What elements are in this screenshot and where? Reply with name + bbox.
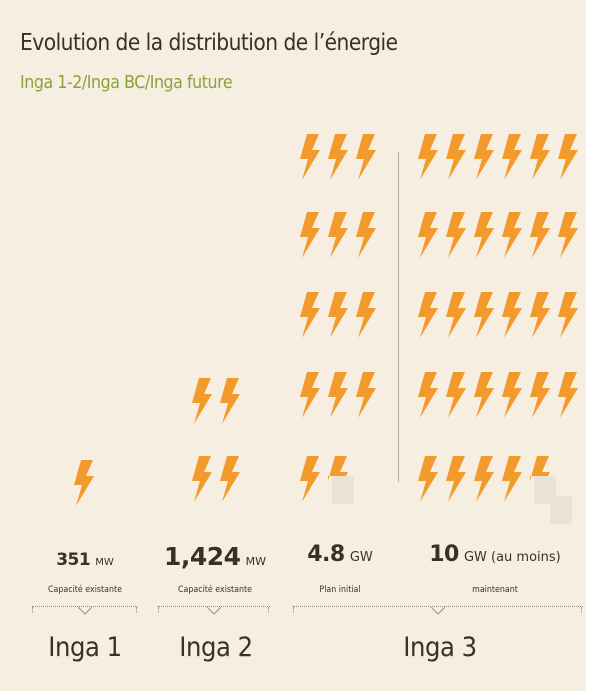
lightning-bolt-icon bbox=[418, 456, 438, 502]
lightning-bolt-icon bbox=[530, 134, 550, 180]
inga1-label: Inga 1 bbox=[48, 632, 122, 663]
lightning-bolt-icon bbox=[474, 134, 494, 180]
lightning-bolt-icon bbox=[418, 372, 438, 418]
lightning-bolt-icon bbox=[418, 134, 438, 180]
inga2-caption: Capacité existante bbox=[177, 585, 253, 595]
lightning-bolt-icon bbox=[474, 372, 494, 418]
lightning-bolt-icon bbox=[192, 456, 212, 502]
lightning-bolt-icon bbox=[418, 212, 438, 258]
lightning-bolt-icon bbox=[446, 292, 466, 338]
lightning-bolt-icon bbox=[474, 456, 494, 502]
inga3-initial-caption: Plan initial bbox=[319, 585, 361, 595]
lightning-bolt-icon bbox=[474, 212, 494, 258]
inga3-bracket bbox=[293, 606, 583, 619]
lightning-bolt-icon bbox=[418, 292, 438, 338]
lightning-bolt-icon bbox=[356, 134, 376, 180]
inga2-value: 1,424 MW bbox=[160, 542, 270, 571]
lightning-bolt-icon bbox=[356, 212, 376, 258]
lightning-bolt-icon bbox=[220, 378, 240, 424]
lightning-bolt-icon bbox=[446, 372, 466, 418]
empty-bolt-slot bbox=[550, 496, 572, 524]
lightning-bolt-icon bbox=[558, 292, 578, 338]
lightning-bolt-icon bbox=[356, 372, 376, 418]
lightning-bolt-icon bbox=[446, 456, 466, 502]
lightning-bolt-icon bbox=[328, 212, 348, 258]
lightning-bolt-icon bbox=[530, 372, 550, 418]
lightning-bolt-icon bbox=[300, 372, 320, 418]
bolt-grid bbox=[74, 134, 578, 524]
lightning-bolt-icon bbox=[530, 292, 550, 338]
inga1-bracket bbox=[32, 606, 138, 619]
lightning-bolt-icon bbox=[74, 460, 94, 506]
lightning-bolt-icon bbox=[300, 456, 320, 502]
lightning-bolt-icon bbox=[220, 456, 240, 502]
page-subtitle: Inga 1-2/Inga BC/Inga future bbox=[20, 72, 233, 93]
lightning-bolt-icon bbox=[558, 212, 578, 258]
lightning-bolt-icon bbox=[356, 292, 376, 338]
lightning-bolt-icon bbox=[474, 292, 494, 338]
inga3-now-caption: maintenant bbox=[472, 585, 518, 595]
lightning-bolt-icon bbox=[530, 212, 550, 258]
lightning-bolt-icon bbox=[502, 134, 522, 180]
inga3-label: Inga 3 bbox=[403, 632, 477, 663]
inga3-now-number: 10 bbox=[429, 542, 459, 567]
inga1-unit: MW bbox=[95, 557, 114, 568]
inga1-caption: Capacité existante bbox=[47, 585, 123, 595]
lightning-bolt-icon bbox=[502, 212, 522, 258]
inga3-now-value: 10 GW (au moins) bbox=[405, 542, 585, 567]
lightning-bolt-icon bbox=[328, 134, 348, 180]
inga2-bracket bbox=[158, 606, 270, 619]
inga2-unit: MW bbox=[245, 555, 267, 568]
inga3-initial-unit: GW bbox=[349, 550, 373, 565]
lightning-bolt-icon bbox=[446, 134, 466, 180]
lightning-bolt-icon bbox=[558, 372, 578, 418]
scenario-divider bbox=[398, 152, 399, 482]
lightning-bolt-icon bbox=[502, 372, 522, 418]
lightning-bolt-icon bbox=[300, 212, 320, 258]
inga2-label: Inga 2 bbox=[179, 632, 253, 663]
lightning-bolt-icon bbox=[328, 292, 348, 338]
inga1-number: 351 bbox=[56, 550, 91, 570]
lightning-bolt-icon bbox=[192, 378, 212, 424]
lightning-bolt-icon bbox=[446, 212, 466, 258]
inga3-now-unit: GW (au moins) bbox=[463, 550, 561, 565]
lightning-bolt-icon bbox=[558, 134, 578, 180]
lightning-bolt-icon bbox=[502, 456, 522, 502]
page-title: Evolution de la distribution de l’énergi… bbox=[20, 30, 398, 56]
inga1-value: 351 MW bbox=[30, 550, 140, 570]
lightning-bolt-icon bbox=[300, 134, 320, 180]
lightning-bolt-icon bbox=[300, 292, 320, 338]
inga3-initial-number: 4.8 bbox=[307, 542, 345, 567]
inga3-initial-value: 4.8 GW bbox=[290, 542, 390, 567]
lightning-bolt-icon bbox=[328, 456, 354, 504]
inga2-number: 1,424 bbox=[163, 542, 241, 571]
lightning-bolt-icon bbox=[328, 372, 348, 418]
lightning-bolt-icon bbox=[502, 292, 522, 338]
